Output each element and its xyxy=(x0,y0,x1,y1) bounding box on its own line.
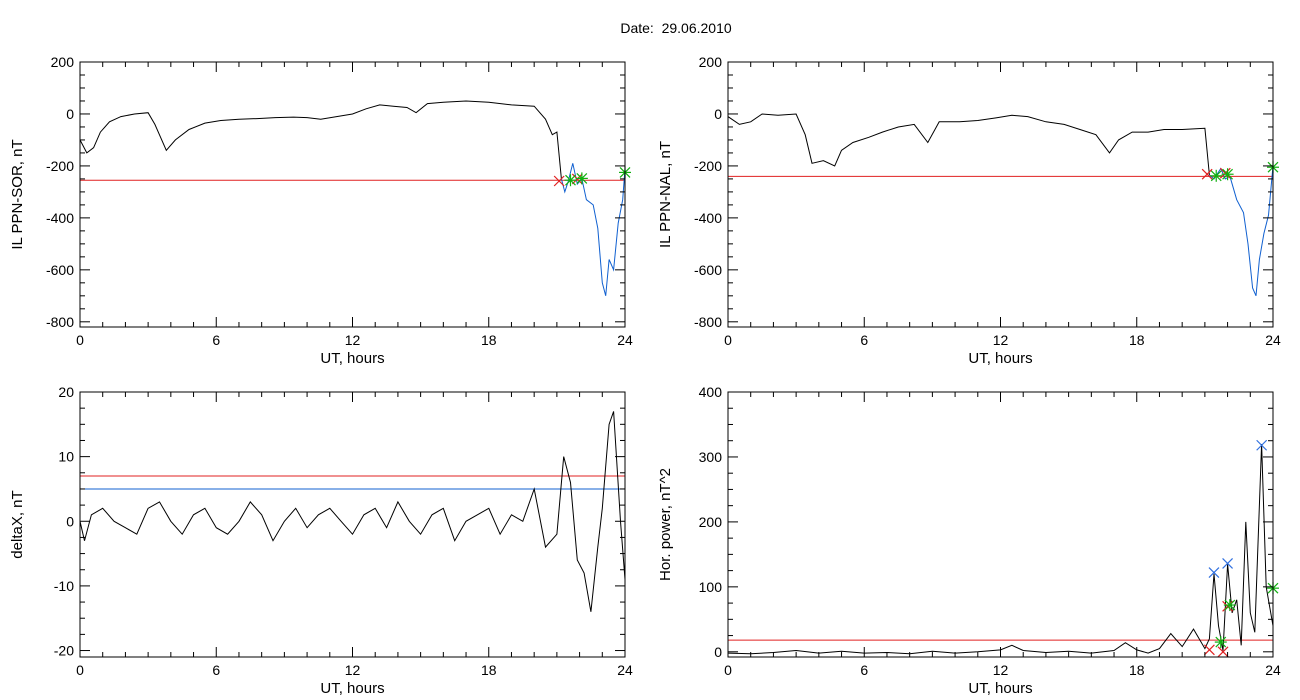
event-marker-7 xyxy=(1223,599,1236,612)
event-marker-6 xyxy=(1214,636,1227,649)
x-axis-title: UT, hours xyxy=(320,350,384,367)
event-marker-3 xyxy=(1203,644,1215,656)
panel-il-ppn-nal: 0 6 12 18 24 -800 -600 -400 -200 0 200 UT, hours IL … xyxy=(657,54,1281,367)
series-line-0 xyxy=(80,411,625,612)
x-tick-label: 6 xyxy=(212,332,220,348)
panel-il-ppn-sor: 0 6 12 18 24 -800 -600 -400 -200 0 200 UT, hours IL … xyxy=(9,54,633,367)
x-tick-label: 18 xyxy=(1129,662,1145,678)
x-tick-label: 0 xyxy=(724,332,732,348)
event-marker-2 xyxy=(564,174,577,187)
y-tick-label: 100 xyxy=(699,579,723,595)
x-tick-label: 0 xyxy=(76,332,84,348)
x-tick-label: 24 xyxy=(1265,662,1281,678)
x-tick-label: 0 xyxy=(724,662,732,678)
y-tick-label: 0 xyxy=(66,106,74,122)
y-tick-label: 200 xyxy=(699,514,723,530)
panel-horizontal-power: 0 6 12 18 24 0 100 200 300 400 UT, hours Hor. power… xyxy=(657,384,1281,697)
plot-frame xyxy=(727,391,1274,658)
y-axis-title: Hor. power, nT^2 xyxy=(657,468,674,581)
series-line-0 xyxy=(728,443,1273,655)
panel-deltax: 0 6 12 18 24 -20 -10 0 10 20 UT, hours deltaX, nT xyxy=(9,384,633,697)
plot-frame xyxy=(79,391,626,658)
y-tick-label: 200 xyxy=(699,54,723,70)
x-tick-label: 12 xyxy=(993,332,1009,348)
y-tick-label: -10 xyxy=(54,578,74,594)
event-marker-1 xyxy=(1222,558,1234,569)
x-axis-title: UT, hours xyxy=(968,680,1032,697)
x-tick-label: 6 xyxy=(860,662,868,678)
x-tick-label: 0 xyxy=(76,662,84,678)
x-tick-label: 6 xyxy=(860,332,868,348)
event-marker-3 xyxy=(1221,168,1234,181)
x-tick-label: 18 xyxy=(1129,332,1145,348)
x-tick-label: 24 xyxy=(617,662,633,678)
y-tick-label: -200 xyxy=(46,158,74,174)
y-tick-label: -200 xyxy=(694,158,722,174)
y-tick-label: -600 xyxy=(694,262,722,278)
y-axis-title: IL PPN-NAL, nT xyxy=(657,141,674,248)
y-axis-title: deltaX, nT xyxy=(9,490,26,558)
event-marker-0 xyxy=(1208,567,1220,578)
y-tick-label: 400 xyxy=(699,384,723,400)
x-axis-title: UT, hours xyxy=(320,680,384,697)
series-line-0 xyxy=(728,113,1210,176)
event-marker-3 xyxy=(575,172,588,185)
x-tick-label: 12 xyxy=(993,662,1009,678)
y-tick-label: -800 xyxy=(46,314,74,330)
x-tick-label: 24 xyxy=(1265,332,1281,348)
x-tick-label: 6 xyxy=(212,662,220,678)
event-marker-4 xyxy=(1217,646,1229,658)
y-tick-label: 0 xyxy=(714,644,722,660)
plot-frame xyxy=(727,61,1274,328)
y-tick-label: -400 xyxy=(46,210,74,226)
event-marker-2 xyxy=(1256,439,1268,451)
y-tick-label: -800 xyxy=(694,314,722,330)
event-marker-0 xyxy=(553,175,565,187)
event-marker-1 xyxy=(1219,167,1231,179)
y-tick-label: -600 xyxy=(46,262,74,278)
y-tick-label: 0 xyxy=(714,106,722,122)
series-line-0 xyxy=(80,100,562,179)
x-tick-label: 18 xyxy=(481,332,497,348)
y-tick-label: 200 xyxy=(51,54,75,70)
y-tick-label: 20 xyxy=(58,384,74,400)
series-line-1 xyxy=(1209,165,1273,296)
x-tick-label: 24 xyxy=(617,332,633,348)
y-tick-label: 0 xyxy=(66,513,74,529)
date-title: Date: 29.06.2010 xyxy=(620,20,732,36)
x-tick-label: 12 xyxy=(345,332,361,348)
y-tick-label: 300 xyxy=(699,449,723,465)
page-title: Date: 29.06.2010 xyxy=(0,20,1300,36)
series-line-1 xyxy=(560,163,625,296)
x-tick-label: 18 xyxy=(481,662,497,678)
event-marker-0 xyxy=(1201,168,1213,180)
plot-frame xyxy=(79,61,626,328)
y-axis-title: IL PPN-SOR, nT xyxy=(9,139,26,249)
x-tick-label: 12 xyxy=(345,662,361,678)
event-marker-2 xyxy=(1210,169,1223,182)
x-axis-title: UT, hours xyxy=(968,350,1032,367)
event-marker-5 xyxy=(1222,600,1234,612)
y-tick-label: -20 xyxy=(54,643,74,659)
y-tick-label: -400 xyxy=(694,210,722,226)
y-tick-label: 10 xyxy=(58,449,74,465)
